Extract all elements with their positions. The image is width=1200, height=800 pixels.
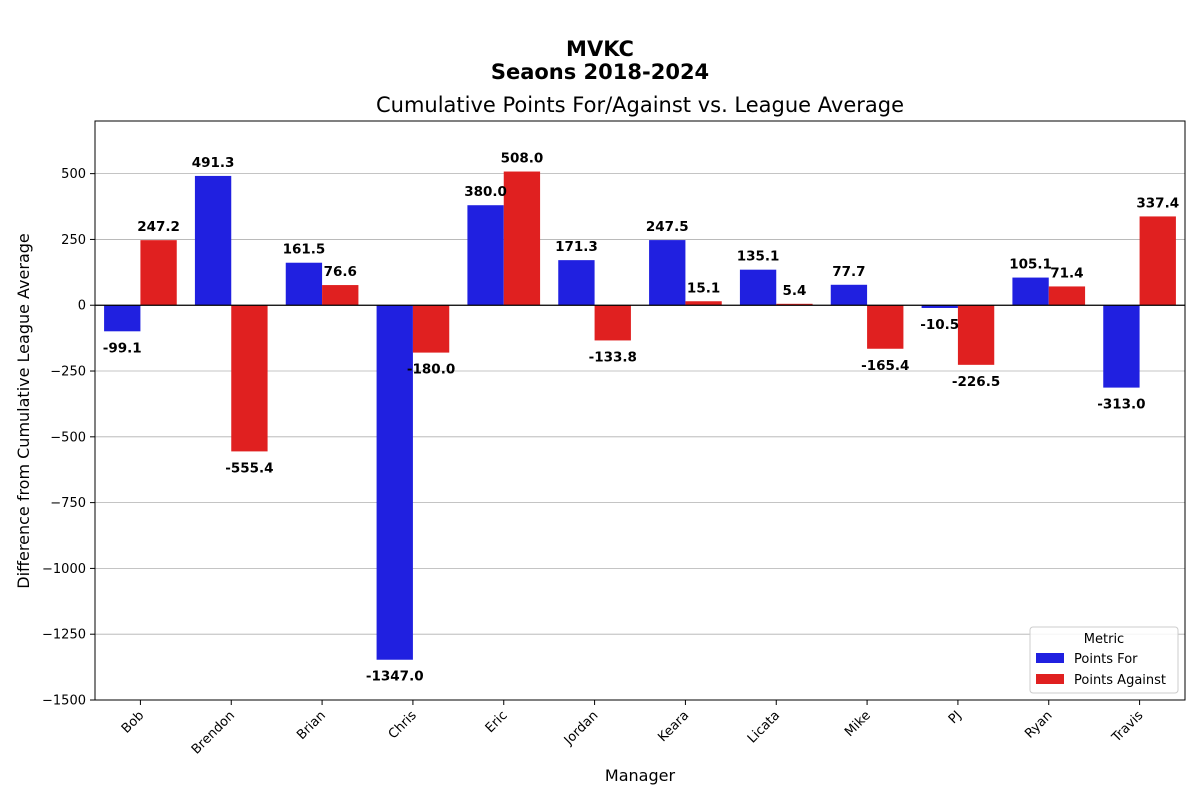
data-label-points-for-bob: -99.1 <box>103 340 142 356</box>
chart-suptitle-line2: Seaons 2018-2024 <box>491 60 709 84</box>
legend-box <box>1029 626 1179 694</box>
data-label-points-for-brendon: 491.3 <box>192 155 235 171</box>
data-label-points-against-jordan: -133.8 <box>589 349 637 365</box>
data-label-points-for-jordan: 171.3 <box>555 239 598 255</box>
x-tick-label-pj: PJ <box>946 708 965 727</box>
x-tick-label-brendon: Brendon <box>189 708 238 757</box>
chart-suptitle-line1: MVKC <box>566 37 634 61</box>
x-tick-label-bob: Bob <box>119 708 147 736</box>
bar-points-against-keara <box>685 301 722 306</box>
bar-points-for-eric <box>467 205 504 306</box>
x-axis-ticks: Bob Brendon Brian Chris Eric Jordan Keara Licat… <box>119 700 1147 757</box>
bar-points-against-mike <box>867 305 904 349</box>
data-label-points-for-pj: -10.5 <box>920 317 959 333</box>
bar-points-for-licata <box>739 269 777 306</box>
bar-points-for-chris <box>376 305 413 660</box>
bar-points-for-ryan <box>1012 277 1049 306</box>
y-tick-label: 500 <box>61 167 86 182</box>
y-tick-label: −250 <box>50 365 86 380</box>
x-tick-label-brian: Brian <box>294 708 329 743</box>
bar-points-against-jordan <box>594 305 631 341</box>
y-tick-label: −500 <box>50 430 86 445</box>
bar-points-against-eric <box>503 171 541 306</box>
data-label-points-against-travis: 337.4 <box>1136 195 1179 211</box>
bar-points-against-brendon <box>231 305 268 452</box>
bar-points-against-ryan <box>1048 286 1086 306</box>
legend-label-points-for: Points For <box>1074 652 1138 667</box>
data-label-points-against-pj: -226.5 <box>952 374 1000 390</box>
bar-points-for-travis <box>1103 305 1140 388</box>
bars <box>104 171 1176 660</box>
x-tick-label-licata: Licata <box>745 708 783 746</box>
bar-points-for-bob <box>104 305 141 332</box>
bar-points-against-bob <box>140 240 177 306</box>
y-tick-label: −750 <box>50 496 86 511</box>
legend: Metric Points For Points Against <box>1029 626 1179 694</box>
bar-data-labels: -99.1 491.3 161.5 -1347.0 380.0 171.3 247.5 135… <box>103 151 1179 685</box>
data-label-points-for-keara: 247.5 <box>646 219 689 235</box>
data-label-points-for-ryan: 105.1 <box>1009 257 1052 273</box>
legend-title: Metric <box>1084 632 1124 647</box>
data-label-points-against-brian: 76.6 <box>324 264 357 280</box>
bar-points-against-brian <box>322 285 359 306</box>
data-label-points-against-brendon: -555.4 <box>225 460 273 476</box>
y-axis-label: Difference from Cumulative League Averag… <box>14 233 33 589</box>
data-label-points-against-licata: 5.4 <box>782 283 806 299</box>
y-tick-label: −1000 <box>42 562 86 577</box>
data-label-points-against-eric: 508.0 <box>501 151 544 167</box>
data-label-points-for-licata: 135.1 <box>737 249 780 265</box>
chart-title: Cumulative Points For/Against vs. League… <box>376 93 904 117</box>
x-axis-label: Manager <box>605 766 676 785</box>
data-label-points-against-ryan: 71.4 <box>1050 265 1083 281</box>
bar-points-against-chris <box>412 305 450 353</box>
data-label-points-for-mike: 77.7 <box>832 264 865 280</box>
bar-points-for-mike <box>830 284 868 306</box>
bar-points-against-pj <box>957 305 995 365</box>
legend-swatch-points-against <box>1036 674 1064 684</box>
legend-swatch-points-for <box>1036 653 1064 663</box>
x-tick-label-chris: Chris <box>386 708 420 742</box>
bar-points-for-brendon <box>194 175 232 306</box>
legend-label-points-against: Points Against <box>1074 673 1166 688</box>
y-tick-label: −1500 <box>42 694 86 709</box>
bar-points-against-licata <box>776 303 813 306</box>
data-label-points-for-travis: -313.0 <box>1097 397 1145 413</box>
x-tick-label-travis: Travis <box>1109 708 1147 746</box>
bar-points-for-keara <box>649 240 686 306</box>
bar-points-for-pj <box>921 305 958 308</box>
data-label-points-for-brian: 161.5 <box>283 242 326 258</box>
data-label-points-against-mike: -165.4 <box>861 358 909 374</box>
x-tick-label-jordan: Jordan <box>561 708 602 749</box>
data-label-points-against-chris: -180.0 <box>407 362 455 378</box>
y-tick-label: 250 <box>61 233 86 248</box>
x-tick-label-mike: Mike <box>842 708 874 740</box>
plot-frame <box>94 120 1186 701</box>
data-label-points-against-bob: 247.2 <box>137 219 180 235</box>
data-label-points-for-eric: 380.0 <box>464 184 507 200</box>
data-label-points-for-chris: -1347.0 <box>366 669 424 685</box>
bar-points-for-brian <box>285 262 323 306</box>
x-tick-label-keara: Keara <box>655 708 692 745</box>
y-axis-ticks: −1500 −1250 −1000 −750 −500 −250 0 250 500 <box>42 167 95 709</box>
bar-points-for-jordan <box>558 260 595 306</box>
y-tick-label: 0 <box>78 299 86 314</box>
y-tick-label: −1250 <box>42 628 86 643</box>
bar-points-against-travis <box>1139 216 1176 306</box>
data-label-points-against-keara: 15.1 <box>687 280 720 296</box>
x-tick-label-eric: Eric <box>483 708 511 736</box>
x-tick-label-ryan: Ryan <box>1022 708 1055 741</box>
